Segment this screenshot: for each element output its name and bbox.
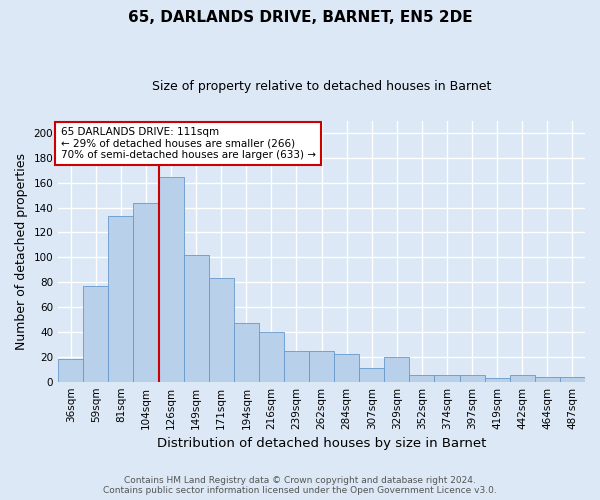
Bar bbox=[284, 350, 309, 382]
Bar bbox=[133, 202, 158, 382]
Bar bbox=[460, 376, 485, 382]
Bar bbox=[234, 323, 259, 382]
Bar bbox=[385, 357, 409, 382]
Text: Contains HM Land Registry data © Crown copyright and database right 2024.
Contai: Contains HM Land Registry data © Crown c… bbox=[103, 476, 497, 495]
Bar bbox=[83, 286, 109, 382]
Y-axis label: Number of detached properties: Number of detached properties bbox=[15, 152, 28, 350]
Bar bbox=[334, 354, 359, 382]
Bar bbox=[259, 332, 284, 382]
Bar bbox=[58, 360, 83, 382]
Bar bbox=[359, 368, 385, 382]
Bar bbox=[510, 376, 535, 382]
X-axis label: Distribution of detached houses by size in Barnet: Distribution of detached houses by size … bbox=[157, 437, 486, 450]
Bar bbox=[209, 278, 234, 382]
Bar bbox=[184, 255, 209, 382]
Bar bbox=[485, 378, 510, 382]
Bar bbox=[158, 176, 184, 382]
Text: 65, DARLANDS DRIVE, BARNET, EN5 2DE: 65, DARLANDS DRIVE, BARNET, EN5 2DE bbox=[128, 10, 472, 25]
Bar bbox=[109, 216, 133, 382]
Title: Size of property relative to detached houses in Barnet: Size of property relative to detached ho… bbox=[152, 80, 491, 93]
Bar bbox=[434, 376, 460, 382]
Bar bbox=[309, 350, 334, 382]
Text: 65 DARLANDS DRIVE: 111sqm
← 29% of detached houses are smaller (266)
70% of semi: 65 DARLANDS DRIVE: 111sqm ← 29% of detac… bbox=[61, 127, 316, 160]
Bar bbox=[409, 376, 434, 382]
Bar bbox=[535, 376, 560, 382]
Bar bbox=[560, 376, 585, 382]
